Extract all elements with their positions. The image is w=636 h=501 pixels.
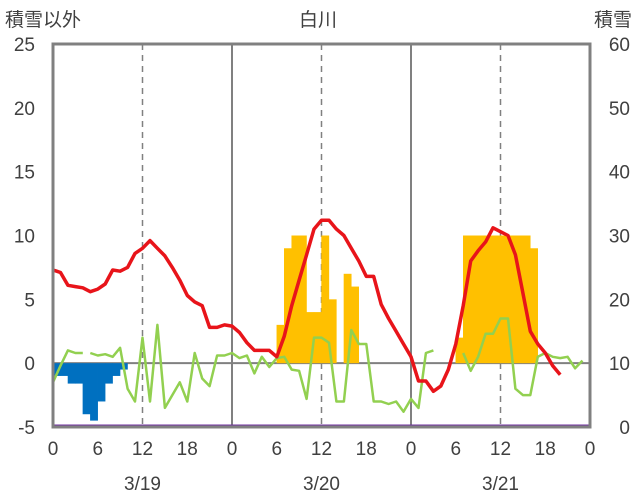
left-y-tick-label: 5 xyxy=(24,290,35,311)
x-tick-label: 6 xyxy=(271,439,282,460)
sunshine-bar xyxy=(455,337,464,364)
precip-bar xyxy=(52,363,61,376)
wind-line xyxy=(89,323,434,413)
x-tick-label: 6 xyxy=(92,439,103,460)
x-tick-label: 0 xyxy=(227,439,238,460)
right-y-tick-label: 30 xyxy=(609,227,630,248)
x-tick-label: 12 xyxy=(311,439,332,460)
sunshine-bar xyxy=(298,235,307,364)
x-tick-label: 12 xyxy=(490,439,511,460)
sunshine-bar xyxy=(507,235,516,364)
right-y-tick-label: 40 xyxy=(609,163,630,184)
right-axis-label: 積雪 xyxy=(594,9,632,31)
sunshine-bar xyxy=(500,235,509,364)
sunshine-bar xyxy=(515,235,524,364)
temperature-line xyxy=(52,218,562,394)
date-label: 3/19 xyxy=(124,474,161,495)
precip-bar xyxy=(90,363,98,421)
right-y-tick-label: 60 xyxy=(609,35,630,56)
precip-bar xyxy=(112,363,121,376)
left-y-tick-label: 20 xyxy=(14,99,35,120)
right-y-tick-label: 0 xyxy=(619,418,630,439)
sunshine-bar xyxy=(522,235,531,364)
right-y-tick-label: 10 xyxy=(609,354,630,375)
sunshine-bar xyxy=(530,248,538,364)
sunshine-bar xyxy=(343,273,352,364)
x-tick-label: 12 xyxy=(132,439,153,460)
sunshine-bar xyxy=(492,235,501,364)
left-y-tick-label: -5 xyxy=(18,418,35,439)
x-tick-label: 18 xyxy=(356,439,377,460)
x-tick-label: 6 xyxy=(450,439,461,460)
precip-bar xyxy=(75,363,84,384)
precip-bar xyxy=(97,363,106,402)
sunshine-bar xyxy=(463,235,471,364)
x-tick-label: 0 xyxy=(585,439,596,460)
precip-bar xyxy=(82,363,91,415)
sunshine-bar xyxy=(321,235,330,364)
right-y-tick-label: 50 xyxy=(609,99,630,120)
x-tick-label: 0 xyxy=(406,439,417,460)
left-y-tick-label: 0 xyxy=(24,354,35,375)
date-label: 3/20 xyxy=(303,474,340,495)
sunshine-bar xyxy=(306,312,315,364)
x-tick-label: 0 xyxy=(48,439,59,460)
sunshine-bar xyxy=(328,299,337,364)
precip-bar xyxy=(60,363,69,376)
sunshine-bar xyxy=(470,235,479,364)
x-tick-label: 18 xyxy=(177,439,198,460)
bar-series xyxy=(52,235,538,421)
precip-bar xyxy=(67,363,76,384)
wind-line xyxy=(462,317,584,397)
sunshine-bar xyxy=(485,235,494,364)
sunshine-bar xyxy=(284,248,292,364)
chart-title: 白川 xyxy=(299,9,337,31)
date-label: 3/21 xyxy=(482,474,519,495)
left-y-tick-label: 10 xyxy=(14,227,35,248)
sunshine-bar xyxy=(477,235,486,364)
sunshine-bar xyxy=(291,235,300,364)
precip-bar xyxy=(105,363,113,384)
sunshine-bar xyxy=(351,286,359,364)
right-y-tick-label: 20 xyxy=(609,290,630,311)
axis-tick-labels: -5 0 5 10 15 20 25 0 10 20 30 40 50 60 0 6 12 18 0 6 12 18 0 6 1… xyxy=(14,35,630,495)
wind-line xyxy=(51,349,83,383)
left-y-tick-label: 15 xyxy=(14,163,35,184)
x-tick-label: 18 xyxy=(535,439,556,460)
plot-frame xyxy=(51,42,592,429)
left-y-tick-label: 25 xyxy=(14,35,35,56)
left-axis-label: 積雪以外 xyxy=(5,9,81,31)
